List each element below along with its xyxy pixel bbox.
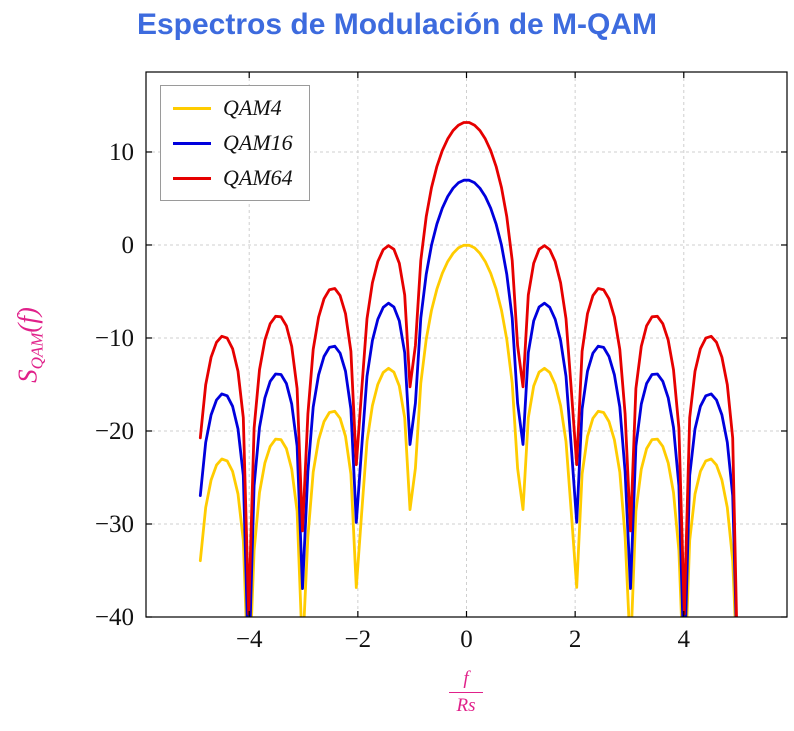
- legend: QAM4 QAM16 QAM64: [160, 85, 310, 201]
- y-axis-label: SQAM(f): [12, 307, 47, 383]
- legend-item-qam64: QAM64: [173, 165, 293, 191]
- x-tick-label: −4: [236, 626, 263, 653]
- x-tick-label: −2: [345, 626, 372, 653]
- legend-line-swatch-qam16: [173, 141, 211, 145]
- x-axis-label: f Rs: [449, 668, 483, 717]
- legend-item-qam16: QAM16: [173, 130, 293, 156]
- y-tick-label: −40: [95, 604, 134, 631]
- y-axis-label-subscript: QAM: [27, 332, 47, 370]
- x-tick-label: 4: [678, 626, 691, 653]
- legend-line-swatch-qam64: [173, 176, 211, 180]
- fraction-bar: [449, 691, 483, 693]
- y-tick-label: 10: [109, 139, 134, 166]
- x-tick-label: 0: [460, 626, 473, 653]
- series-line-qam4: [198, 243, 737, 617]
- legend-label-qam4: QAM4: [223, 95, 282, 120]
- x-axis-label-denominator: Rs: [456, 694, 476, 716]
- x-axis-label-numerator: f: [463, 668, 469, 689]
- legend-label-qam64: QAM64: [223, 165, 293, 190]
- y-axis-label-base: S: [12, 369, 43, 383]
- legend-item-qam4: QAM4: [173, 95, 293, 121]
- y-tick-label: 0: [122, 232, 135, 259]
- plot-series-group: [198, 121, 738, 617]
- y-tick-label: −10: [95, 325, 134, 352]
- x-tick-label: 2: [569, 626, 582, 653]
- y-tick-label: −30: [95, 511, 134, 538]
- y-tick-label: −20: [95, 418, 134, 445]
- legend-label-qam16: QAM16: [223, 130, 293, 155]
- y-axis-label-suffix: (f): [12, 307, 43, 333]
- chart-title: Espectros de Modulación de M-QAM: [136, 8, 658, 41]
- series-line-qam16: [198, 178, 738, 617]
- legend-line-swatch-qam4: [173, 106, 211, 110]
- series-line-qam64: [198, 121, 738, 617]
